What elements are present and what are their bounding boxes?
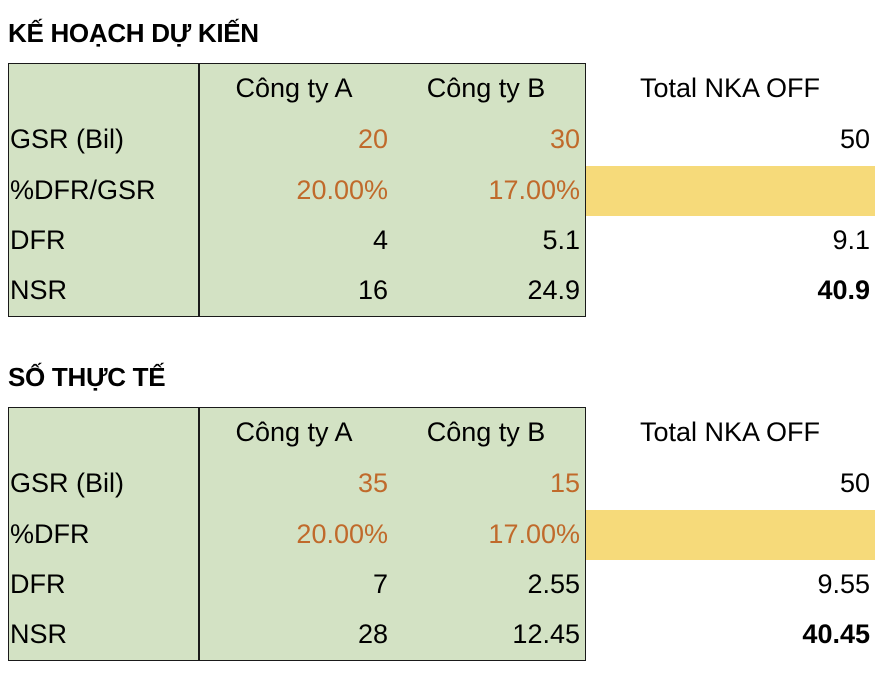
plan-gsr-label[interactable]: GSR (Bil) [10,124,124,154]
plan-section-title: KẾ HOẠCH DỰ KIẾN [8,18,259,48]
actual-gsr-company-a[interactable]: 35 [357,468,388,498]
actual-nsr-total[interactable]: 40.45 [802,619,870,649]
plan-dfr-rate-total[interactable] [590,165,870,215]
actual-table-divider [198,407,200,661]
plan-nsr-total[interactable]: 40.9 [817,275,870,305]
actual-dfr-company-a[interactable]: 7 [372,569,388,599]
plan-nsr-company-b[interactable]: 24.9 [527,275,580,305]
actual-dfr-rate-company-a[interactable]: 20.00% [296,519,388,549]
actual-dfr-rate-label[interactable]: %DFR [10,519,90,549]
actual-header-company-b[interactable]: Công ty B [426,417,546,447]
plan-dfr-rate-label[interactable]: %DFR/GSR [10,175,156,205]
actual-header-total[interactable]: Total NKA OFF [639,417,821,447]
actual-highlight-cell[interactable] [586,510,875,560]
actual-gsr-company-b[interactable]: 15 [549,468,580,498]
plan-dfr-rate-company-a[interactable]: 20.00% [296,175,388,205]
plan-gsr-company-a[interactable]: 20 [357,124,388,154]
plan-gsr-total[interactable]: 50 [839,124,870,154]
actual-gsr-label[interactable]: GSR (Bil) [10,468,124,498]
actual-header-company-a[interactable]: Công ty A [235,417,353,447]
plan-table-fill [8,63,586,317]
actual-dfr-label[interactable]: DFR [10,569,66,599]
actual-dfr-rate-company-b[interactable]: 17.00% [488,519,580,549]
actual-nsr-company-b[interactable]: 12.45 [512,619,580,649]
plan-dfr-rate-company-b[interactable]: 17.00% [488,175,580,205]
plan-dfr-total[interactable]: 9.1 [832,225,870,255]
plan-dfr-company-b[interactable]: 5.1 [542,225,580,255]
actual-nsr-company-a[interactable]: 28 [357,619,388,649]
actual-dfr-company-b[interactable]: 2.55 [527,569,580,599]
plan-header-company-a[interactable]: Công ty A [235,73,353,103]
actual-nsr-label[interactable]: NSR [10,619,68,649]
plan-header-company-b[interactable]: Công ty B [426,73,546,103]
actual-table-fill [8,407,586,661]
actual-section-title: SỐ THỰC TẾ [8,362,166,392]
plan-nsr-company-a[interactable]: 16 [357,275,388,305]
actual-gsr-total[interactable]: 50 [839,468,870,498]
actual-dfr-total[interactable]: 9.55 [817,569,870,599]
plan-gsr-company-b[interactable]: 30 [549,124,580,154]
plan-header-total[interactable]: Total NKA OFF [639,73,821,103]
plan-highlight-cell[interactable] [586,166,875,216]
plan-table-divider [198,63,200,317]
actual-dfr-rate-total[interactable] [590,509,870,559]
plan-dfr-company-a[interactable]: 4 [372,225,388,255]
plan-dfr-label[interactable]: DFR [10,225,66,255]
plan-nsr-label[interactable]: NSR [10,275,68,305]
